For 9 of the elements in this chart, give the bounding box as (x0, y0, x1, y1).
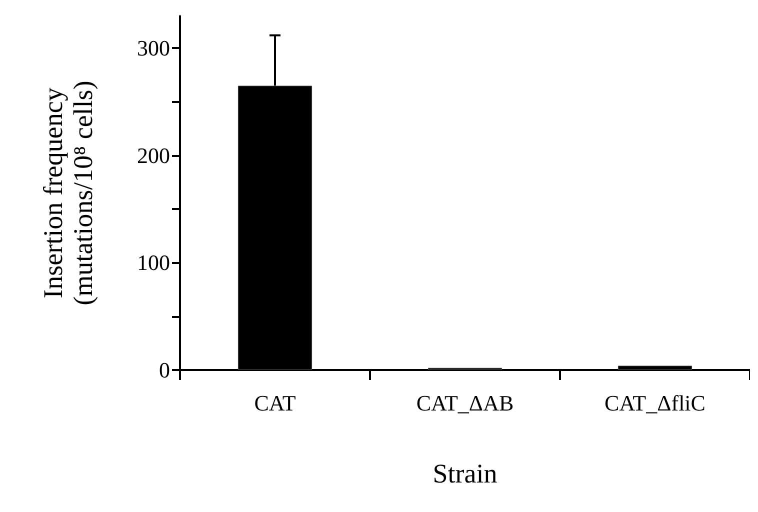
y-tick-label: 200 (137, 142, 170, 168)
y-axis-title: Insertion frequency (mutations/10⁸ cells) (38, 80, 98, 306)
x-tick-label: CAT_ΔfliC (604, 390, 706, 416)
x-tick-label: CAT (254, 390, 296, 416)
y-tick-label: 100 (137, 250, 170, 276)
y-tick-label: 300 (137, 36, 170, 61)
x-tick-label: CAT_ΔAB (416, 390, 514, 416)
x-axis-title: Strain (432, 458, 498, 488)
y-tick-label: 0 (159, 358, 170, 382)
